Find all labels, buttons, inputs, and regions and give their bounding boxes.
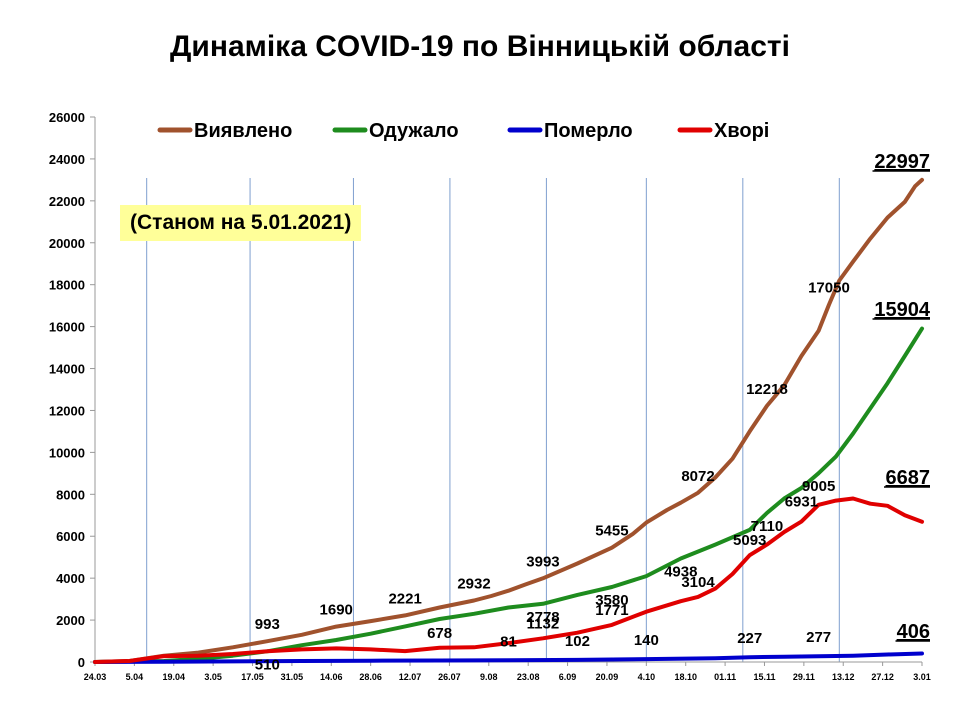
legend-label: Одужало [369, 120, 459, 142]
data-label: 12218 [746, 381, 788, 398]
final-value-label: 6687 [886, 467, 931, 489]
y-tick-label: 20000 [49, 236, 85, 251]
chart-title: Динаміка COVID-19 по Вінницькій області [170, 30, 790, 63]
data-label: 3580 [595, 592, 628, 609]
y-tick-label: 0 [78, 655, 85, 670]
data-label: 4938 [664, 563, 697, 580]
x-tick-label: 24.03 [84, 672, 107, 682]
x-tick-label: 14.06 [320, 672, 343, 682]
legend-label: Померло [544, 120, 633, 142]
final-value-label: 406 [897, 621, 930, 643]
data-label: 102 [565, 633, 590, 650]
data-label: 7110 [751, 518, 784, 535]
y-tick-label: 22000 [49, 194, 85, 209]
data-label: 993 [255, 616, 280, 633]
x-tick-label: 3.05 [204, 672, 222, 682]
x-tick-label: 20.09 [596, 672, 619, 682]
data-label: 227 [737, 630, 762, 647]
y-tick-label: 26000 [49, 110, 85, 125]
data-label: 81 [500, 633, 517, 650]
data-label: 678 [427, 625, 452, 642]
x-tick-label: 4.10 [638, 672, 656, 682]
x-tick-label: 3.01 [913, 672, 931, 682]
legend-label: Виявлено [194, 120, 292, 142]
data-label: 1132 [527, 615, 560, 632]
status-date-note: (Станом на 5.01.2021) [120, 205, 362, 241]
x-tick-label: 12.07 [399, 672, 422, 682]
data-label: 8072 [681, 468, 714, 485]
x-tick-label: 26.07 [438, 672, 461, 682]
legend-label: Хворі [714, 120, 769, 142]
y-tick-label: 12000 [49, 403, 85, 418]
x-tick-label: 01.11 [714, 672, 736, 682]
y-tick-label: 8000 [56, 487, 85, 502]
data-label: 2778 [526, 609, 559, 626]
x-tick-label: 19.04 [162, 672, 185, 682]
x-tick-label: 18.10 [674, 672, 697, 682]
x-tick-label: 27.12 [871, 672, 894, 682]
x-tick-label: 15.11 [753, 672, 775, 682]
data-label: 1690 [320, 602, 353, 619]
y-tick-label: 24000 [49, 152, 85, 167]
x-tick-label: 31.05 [281, 672, 304, 682]
y-tick-label: 18000 [49, 278, 85, 293]
series-line [93, 496, 924, 664]
series-line [93, 326, 924, 664]
x-tick-label: 29.11 [793, 672, 815, 682]
final-value-label: 22997 [874, 151, 930, 173]
data-label: 17050 [808, 280, 850, 297]
data-label: 2932 [457, 576, 490, 593]
y-tick-label: 6000 [56, 529, 85, 544]
data-label: 6931 [785, 494, 818, 511]
data-label: 1771 [595, 602, 628, 619]
series-line [93, 651, 924, 664]
y-tick-label: 10000 [49, 445, 85, 460]
data-label: 3104 [681, 574, 715, 591]
data-label: 3993 [526, 553, 559, 570]
data-label: 140 [634, 632, 659, 649]
x-tick-label: 23.08 [517, 672, 540, 682]
data-label: 5455 [595, 523, 628, 540]
x-tick-label: 28.06 [359, 672, 382, 682]
x-tick-label: 5.04 [126, 672, 144, 682]
y-tick-label: 4000 [56, 571, 85, 586]
data-label: 277 [806, 629, 831, 646]
x-tick-label: 9.08 [480, 672, 498, 682]
y-tick-label: 2000 [56, 613, 85, 628]
y-tick-label: 14000 [49, 362, 85, 377]
series-line [93, 177, 924, 664]
final-value-label: 15904 [874, 299, 930, 321]
y-tick-label: 16000 [49, 320, 85, 335]
x-tick-label: 13.12 [832, 672, 855, 682]
x-tick-label: 6.09 [559, 672, 577, 682]
data-label: 5093 [733, 532, 766, 549]
data-label: 2221 [388, 590, 421, 607]
data-label: 9005 [802, 478, 835, 495]
data-label: 510 [255, 656, 280, 673]
x-tick-label: 17.05 [241, 672, 264, 682]
